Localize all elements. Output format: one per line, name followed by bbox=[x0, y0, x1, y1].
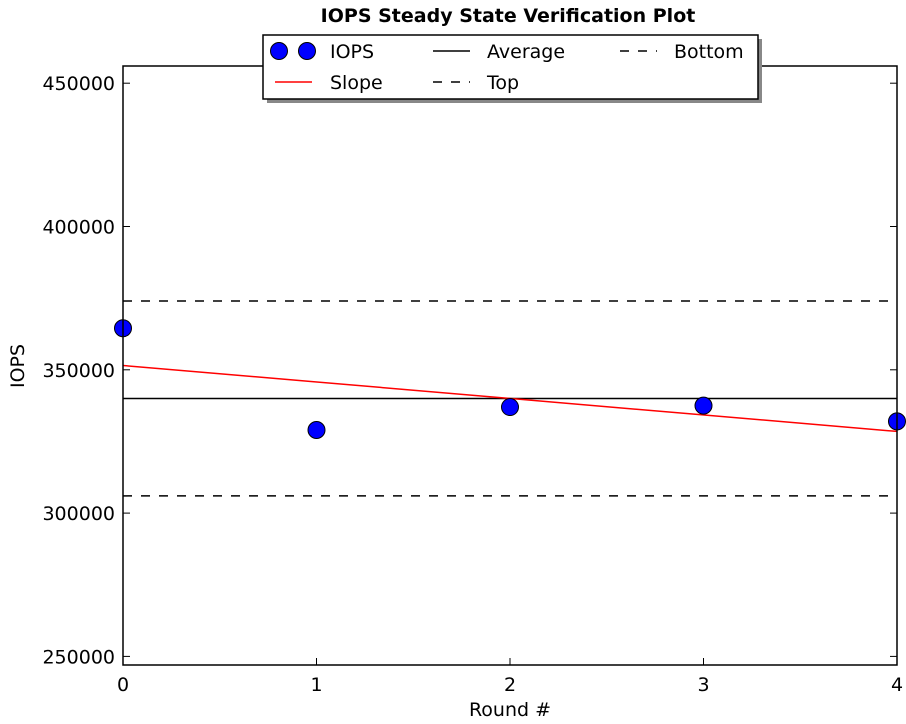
x-tick-label-1: 1 bbox=[310, 674, 322, 696]
y-tick-label-2: 350000 bbox=[42, 360, 115, 382]
y-tick-label-0: 250000 bbox=[42, 646, 115, 668]
y-tick-label-3: 400000 bbox=[42, 216, 115, 238]
legend-label-bottom: Bottom bbox=[674, 41, 744, 63]
x-tick-label-4: 4 bbox=[891, 674, 903, 696]
y-tick-label-1: 300000 bbox=[42, 503, 115, 525]
y-axis-title: IOPS bbox=[7, 344, 29, 388]
legend-box bbox=[262, 34, 759, 100]
legend-label-top: Top bbox=[486, 72, 519, 94]
chart-title: IOPS Steady State Verification Plot bbox=[321, 5, 696, 27]
x-tick-label-3: 3 bbox=[697, 674, 709, 696]
legend-iops-marker-1 bbox=[270, 42, 288, 60]
iops-point-2 bbox=[501, 398, 519, 417]
iops-point-1 bbox=[307, 420, 326, 439]
legend-label-average: Average bbox=[487, 41, 565, 63]
x-tick-label-0: 0 bbox=[117, 674, 129, 696]
y-tick-label-4: 450000 bbox=[42, 73, 115, 95]
plot-area bbox=[114, 300, 906, 497]
x-axis: 0 1 2 3 4 bbox=[117, 66, 903, 696]
legend-iops-marker-2 bbox=[298, 42, 316, 60]
legend-label-slope: Slope bbox=[330, 72, 383, 94]
y-axis: 250000 300000 350000 400000 450000 bbox=[42, 73, 897, 668]
legend: IOPS Slope Average Top Bottom bbox=[262, 34, 762, 103]
legend-label-iops: IOPS bbox=[330, 41, 374, 63]
plot-frame bbox=[122, 65, 898, 666]
iops-point-3 bbox=[694, 396, 713, 415]
x-axis-title: Round # bbox=[469, 699, 551, 721]
x-tick-label-2: 2 bbox=[504, 674, 516, 696]
